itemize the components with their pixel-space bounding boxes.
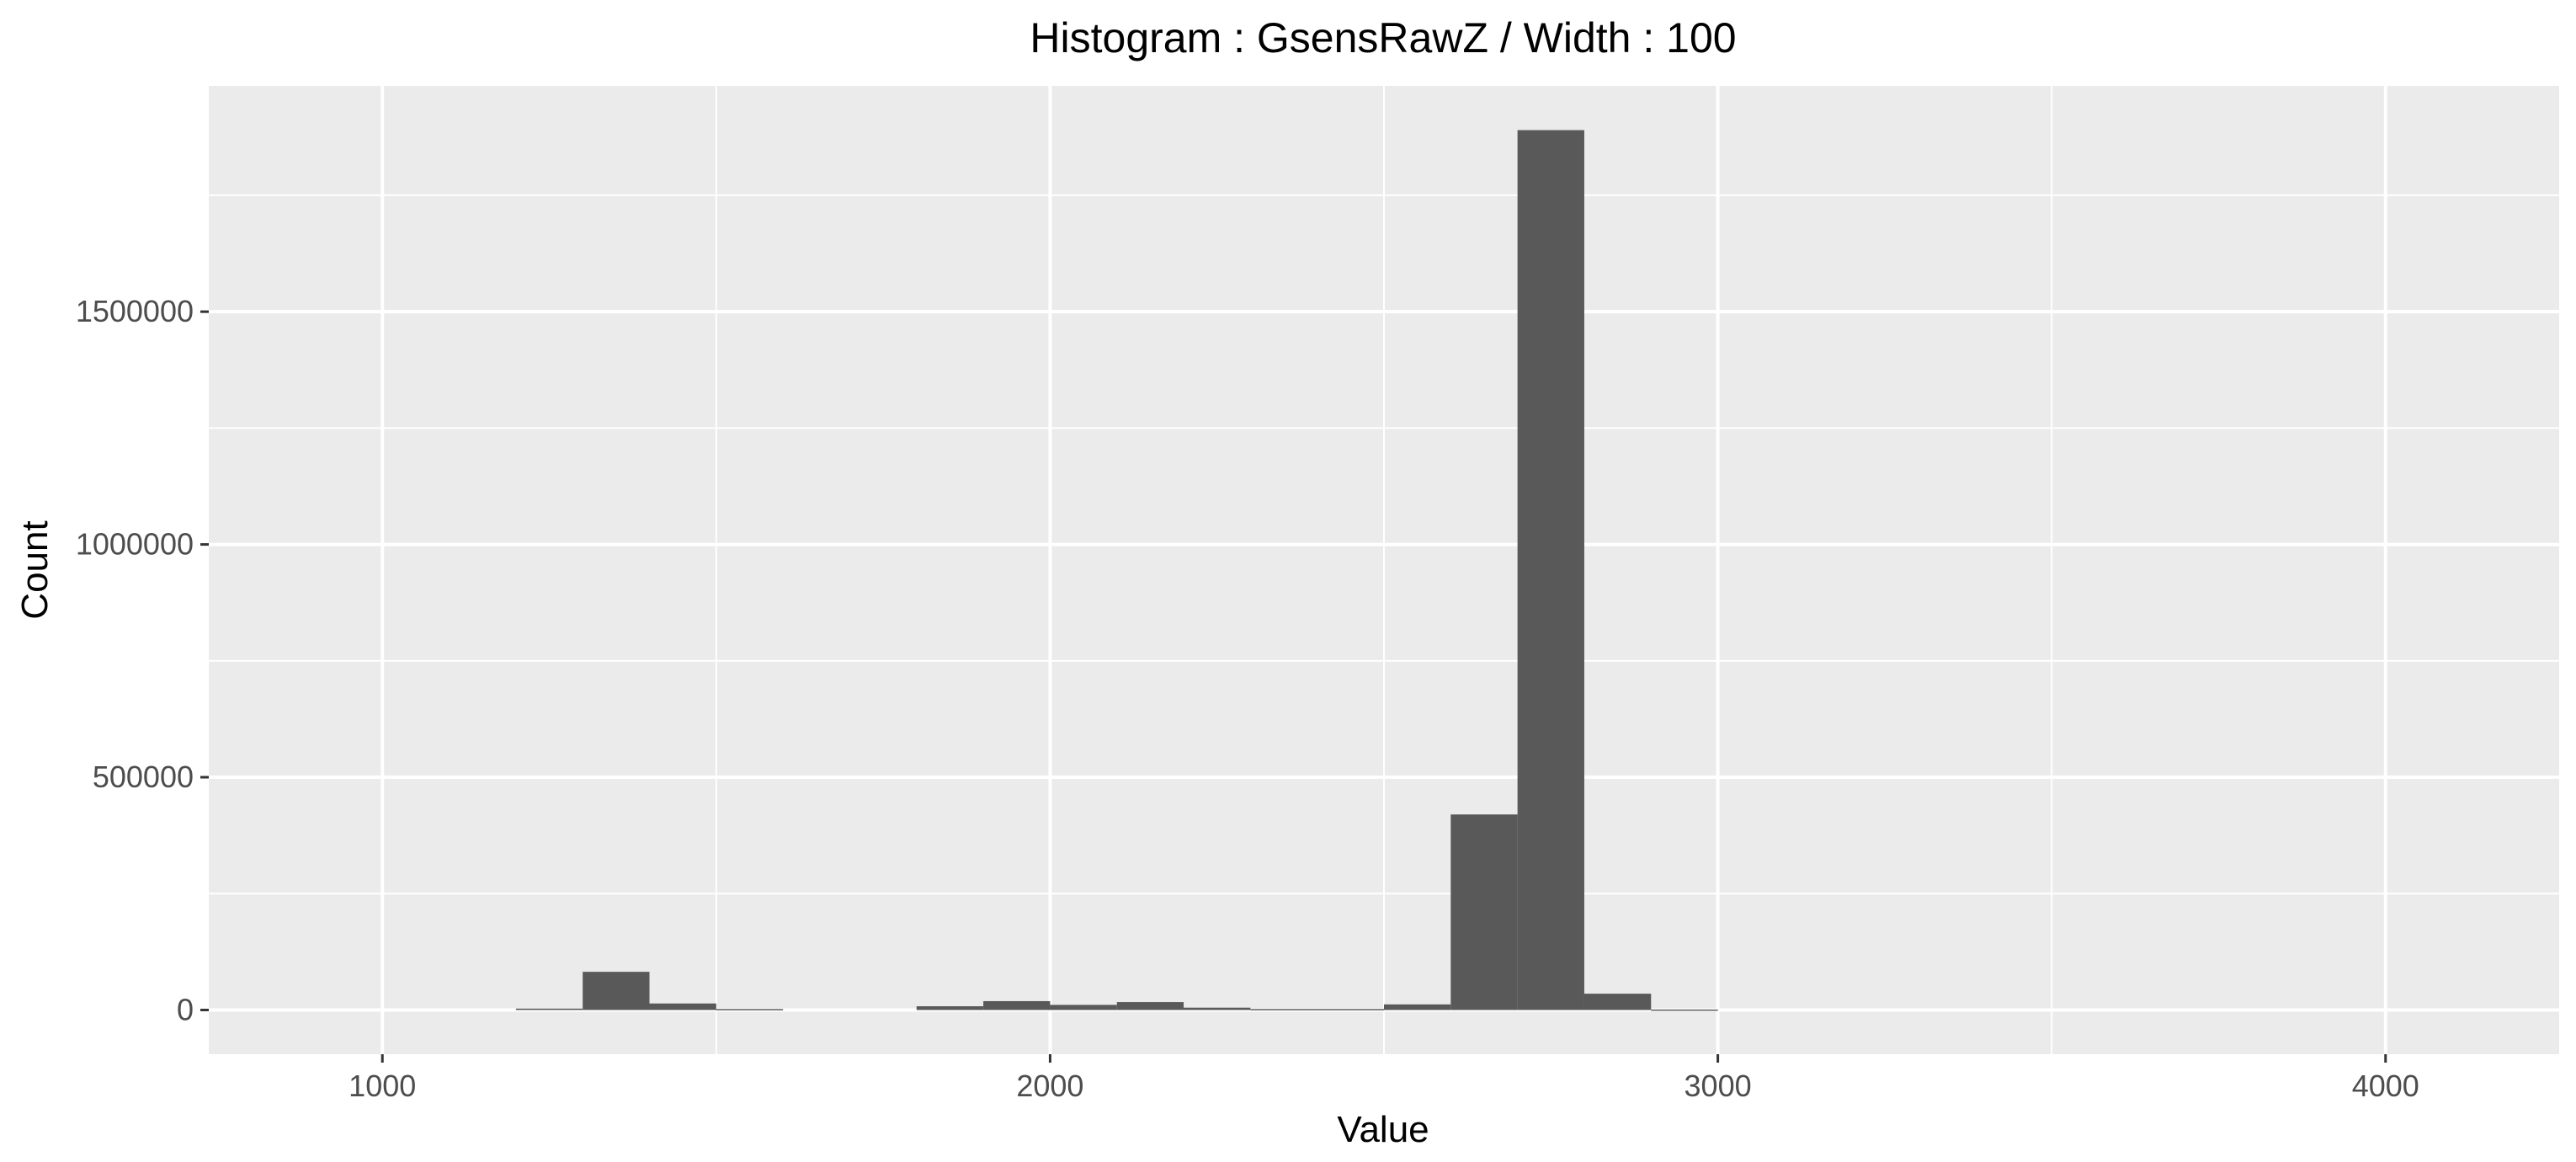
y-tick-label: 1000000 [76,527,194,562]
histogram-bar [1050,1005,1117,1010]
y-tick-label: 1500000 [76,294,194,328]
histogram-bar [583,972,650,1010]
histogram-bar [983,1000,1051,1010]
x-tick-label: 1000 [349,1069,416,1103]
y-tick-label: 0 [177,992,194,1026]
histogram-bar [1450,814,1518,1010]
histogram-bar [1317,1009,1384,1010]
histogram-bars [515,130,1718,1011]
grid-lines [209,86,2559,1054]
histogram-bar [1384,1004,1451,1010]
chart-title: Histogram : GsensRawZ / Width : 100 [1030,14,1736,61]
x-tick-label: 2000 [1016,1069,1083,1103]
y-tick-label: 500000 [93,760,194,794]
y-axis-title: Count [14,520,56,619]
x-tick-label: 3000 [1685,1069,1752,1103]
histogram-bar [515,1008,583,1010]
histogram-bar [1517,130,1584,1010]
x-tick-label: 4000 [2352,1069,2419,1103]
axes: 1000 2000 3000 4000 0 500000 1000000 1500000 [76,294,2419,1103]
histogram-bar [1651,1009,1718,1011]
histogram-bar [1583,994,1652,1010]
histogram-bar [1116,1002,1184,1010]
histogram-bar [649,1003,716,1010]
histogram-bar [916,1006,984,1010]
histogram-bar [1250,1009,1317,1010]
x-axis-title: Value [1337,1109,1429,1150]
histogram-bar [716,1009,784,1010]
histogram-bar [1184,1007,1251,1010]
